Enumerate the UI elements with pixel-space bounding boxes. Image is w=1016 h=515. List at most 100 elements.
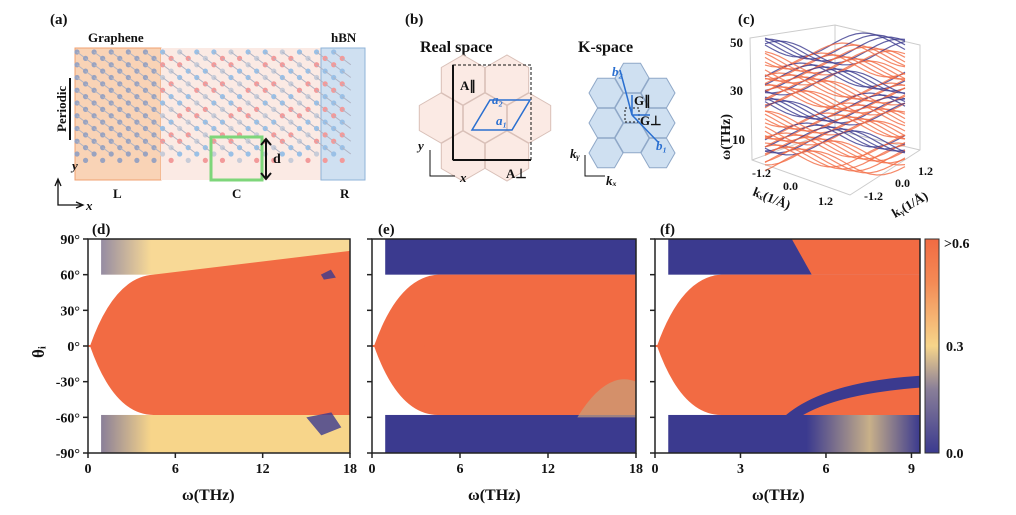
- y-tick-label: 30°: [60, 304, 80, 319]
- atom: [219, 157, 226, 163]
- x-axis-label-e: ω(THz): [468, 487, 521, 504]
- band-curve: [764, 70, 906, 96]
- graphene-label: Graphene: [88, 30, 144, 45]
- atom: [142, 151, 149, 157]
- colorbar-tick: >0.6: [944, 237, 969, 252]
- atom: [134, 157, 140, 163]
- x-axis-label-f: ω(THz): [752, 487, 805, 504]
- bond: [341, 96, 352, 104]
- r-label: R: [340, 186, 350, 201]
- c-label: C: [232, 186, 241, 201]
- band-curve: [764, 40, 906, 66]
- band-curve: [764, 150, 906, 176]
- x-tick-label: 18: [629, 462, 643, 477]
- atom: [279, 151, 285, 157]
- y-tick-label: -90°: [56, 447, 80, 462]
- ky-tick: 0.0: [895, 176, 910, 190]
- x-tick-label: 12: [256, 462, 270, 477]
- hexagon-cell: [640, 137, 676, 169]
- panel-b: (b) Real space K-space A∥ A⊥ a₂ a₁ y x b…: [405, 12, 676, 188]
- kx-tick: -1.2: [752, 166, 771, 180]
- band-curve: [764, 134, 906, 160]
- x-tick-label: 6: [822, 462, 829, 477]
- panel-b-label: (b): [405, 12, 423, 28]
- hexagon-cell: [640, 77, 676, 109]
- high-transmission-region: [791, 239, 920, 275]
- kx-tick: 0.0: [783, 179, 798, 193]
- low-transmission-band: [668, 414, 920, 453]
- x-tick-label: 6: [457, 462, 464, 477]
- y-tick-label: 0°: [67, 340, 80, 355]
- band-curve: [764, 126, 906, 152]
- panel-f: 0 3 6 9: [650, 238, 921, 477]
- a-par-label: A∥: [460, 78, 476, 94]
- l-label: L: [113, 186, 122, 201]
- band-curve: [764, 68, 906, 94]
- b2-label: b₂: [612, 64, 623, 79]
- panel-e-label: (e): [378, 222, 395, 238]
- panel-c-label: (c): [738, 12, 755, 28]
- real-y-label: y: [416, 138, 424, 153]
- band-curve: [764, 118, 906, 144]
- hexagon-cell: [484, 130, 530, 182]
- panel-a: (a) Graphene hBN Periodic d y x L C R: [50, 12, 366, 213]
- kx-tick: 1.2: [818, 194, 833, 208]
- band-curve: [764, 132, 906, 158]
- y-tick-label: 90°: [60, 233, 80, 248]
- atom: [331, 151, 337, 157]
- atom: [91, 151, 97, 157]
- bond: [341, 57, 352, 66]
- band-curve: [764, 104, 906, 130]
- x-tick-label: 18: [343, 462, 357, 477]
- x-tick-label: 3: [737, 462, 744, 477]
- bond: [341, 83, 352, 91]
- b1-label: b₁: [656, 138, 667, 153]
- g-par-label: G∥: [634, 93, 651, 109]
- k-space-lattice: [588, 62, 676, 169]
- ky-axis-label: kᵧ(1/Å): [889, 188, 930, 221]
- periodic-label: Periodic: [54, 86, 69, 132]
- atom: [202, 157, 208, 163]
- kx-label: kₓ: [606, 173, 617, 188]
- hexagon-cell: [588, 137, 624, 169]
- panel-d: 0 6 12 18 90° 60° 30° 0° -30° -60° -90°: [56, 233, 357, 477]
- lattice-vectors: [452, 65, 531, 161]
- atom: [305, 157, 311, 163]
- x-tick-label: 0: [369, 462, 376, 477]
- k-space-title: K-space: [578, 39, 633, 56]
- band-curve: [764, 148, 906, 174]
- colorbar-tick: 0.0: [946, 447, 964, 462]
- ky-label: kᵧ: [570, 146, 581, 161]
- unit-cell: [470, 99, 532, 131]
- band-curve: [764, 116, 906, 142]
- hexagon-cell: [418, 92, 464, 144]
- low-transmission-band: [101, 414, 350, 453]
- y-tick-label: -30°: [56, 376, 80, 391]
- bond: [341, 134, 352, 142]
- high-transmission-region: [374, 274, 636, 415]
- atom: [151, 157, 157, 163]
- low-transmission-band: [385, 414, 636, 453]
- y-axis-label: θᵢ: [29, 346, 48, 358]
- bond: [341, 70, 352, 78]
- atom: [296, 151, 303, 157]
- x-tick-label: 6: [172, 462, 179, 477]
- atom: [74, 151, 80, 157]
- g-perp-label: G⊥: [640, 113, 661, 128]
- omega-axis-label: ω(THz): [719, 114, 734, 160]
- hexagonal-lattice: [74, 49, 352, 163]
- band-curve: [764, 120, 906, 146]
- a1-label: a₁: [496, 113, 507, 128]
- band-curve: [764, 130, 906, 156]
- band-curve: [764, 58, 906, 84]
- a2-label: a₂: [492, 92, 503, 107]
- hexagon-cell: [506, 92, 552, 144]
- x-tick-label: 9: [908, 462, 915, 477]
- band-curve: [764, 48, 906, 74]
- hexagon-cell: [484, 54, 530, 106]
- d-label: d: [273, 152, 281, 167]
- atom: [236, 157, 243, 163]
- d-arrow-icon: [260, 137, 272, 181]
- atom: [254, 157, 260, 163]
